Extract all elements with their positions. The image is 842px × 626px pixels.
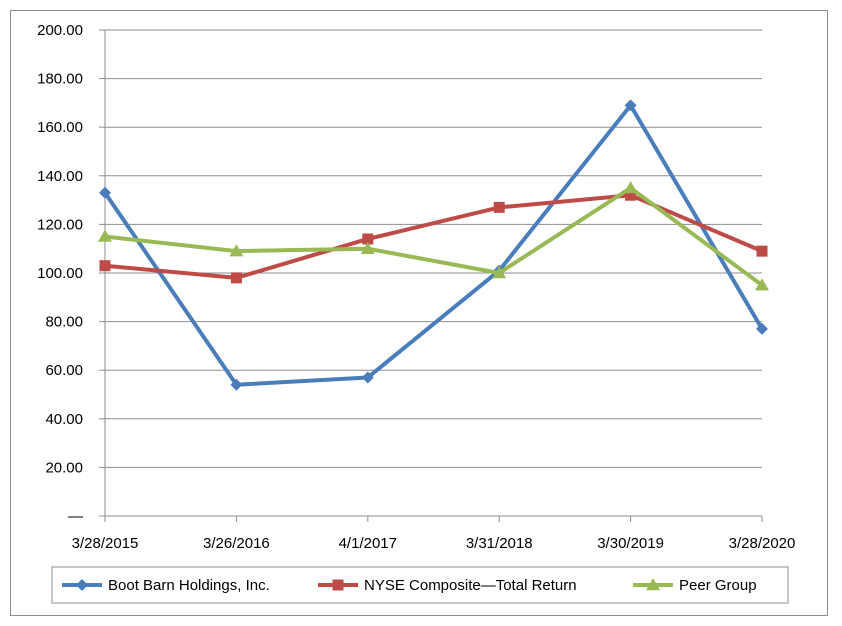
legend-entry-2: NYSE Composite—Total Return bbox=[318, 577, 577, 594]
data-point bbox=[624, 99, 637, 112]
legend-marker bbox=[76, 579, 88, 591]
data-point bbox=[360, 241, 375, 254]
data-point bbox=[625, 189, 637, 201]
legend-label: NYSE Composite—Total Return bbox=[364, 577, 577, 594]
legend-marker bbox=[332, 579, 344, 591]
data-point bbox=[756, 245, 768, 257]
x-tick-label: 3/31/2018 bbox=[466, 535, 533, 552]
x-tick-label: 3/28/2015 bbox=[72, 535, 139, 552]
y-tick-label: 200.00 bbox=[37, 22, 83, 39]
data-point bbox=[756, 322, 768, 335]
series-layer bbox=[98, 99, 769, 391]
data-point bbox=[362, 233, 374, 245]
series-line bbox=[103, 185, 764, 288]
data-point bbox=[98, 229, 112, 242]
legend-entry-1: Boot Barn Holdings, Inc. bbox=[62, 577, 270, 594]
chart-frame bbox=[10, 10, 828, 616]
y-tick-label: 140.00 bbox=[37, 168, 83, 185]
legend-marker bbox=[646, 578, 660, 591]
y-tick-label: 60.00 bbox=[45, 362, 83, 379]
y-tick-label: 160.00 bbox=[37, 119, 83, 136]
data-point bbox=[492, 266, 507, 279]
y-tick-label: — bbox=[68, 508, 83, 525]
data-point bbox=[230, 378, 243, 391]
legend: Boot Barn Holdings, Inc. NYSE Composite—T… bbox=[51, 566, 789, 604]
data-point bbox=[623, 180, 638, 194]
y-tick-label: 120.00 bbox=[37, 216, 83, 233]
x-tick-label: 3/26/2016 bbox=[203, 535, 270, 552]
series-line bbox=[103, 103, 764, 387]
legend-entry-3: Peer Group bbox=[633, 577, 757, 594]
data-point bbox=[361, 371, 374, 384]
x-tick-label: 3/28/2020 bbox=[729, 535, 796, 552]
data-point bbox=[493, 201, 505, 213]
y-tick-label: 40.00 bbox=[45, 411, 83, 428]
x-tick-label: 4/1/2017 bbox=[339, 535, 397, 552]
series-2 bbox=[99, 189, 768, 284]
y-tick-label: 20.00 bbox=[45, 459, 83, 476]
data-point bbox=[230, 272, 242, 284]
gridlines bbox=[105, 29, 762, 468]
legend-label: Boot Barn Holdings, Inc. bbox=[108, 577, 270, 594]
axes: — 20.00 40.00 60.00 80.00 100.00 120.00 140.00 1… bbox=[37, 22, 795, 552]
series-line bbox=[103, 193, 764, 280]
data-point bbox=[99, 260, 111, 272]
data-point bbox=[755, 278, 769, 291]
legend-label: Peer Group bbox=[679, 577, 757, 594]
x-tick-label: 3/30/2019 bbox=[597, 535, 664, 552]
y-tick-label: 80.00 bbox=[45, 314, 83, 331]
series-3 bbox=[98, 180, 769, 291]
data-point bbox=[99, 186, 111, 199]
data-point bbox=[229, 244, 244, 257]
y-tick-label: 180.00 bbox=[37, 71, 83, 88]
y-tick-label: 100.00 bbox=[37, 265, 83, 282]
